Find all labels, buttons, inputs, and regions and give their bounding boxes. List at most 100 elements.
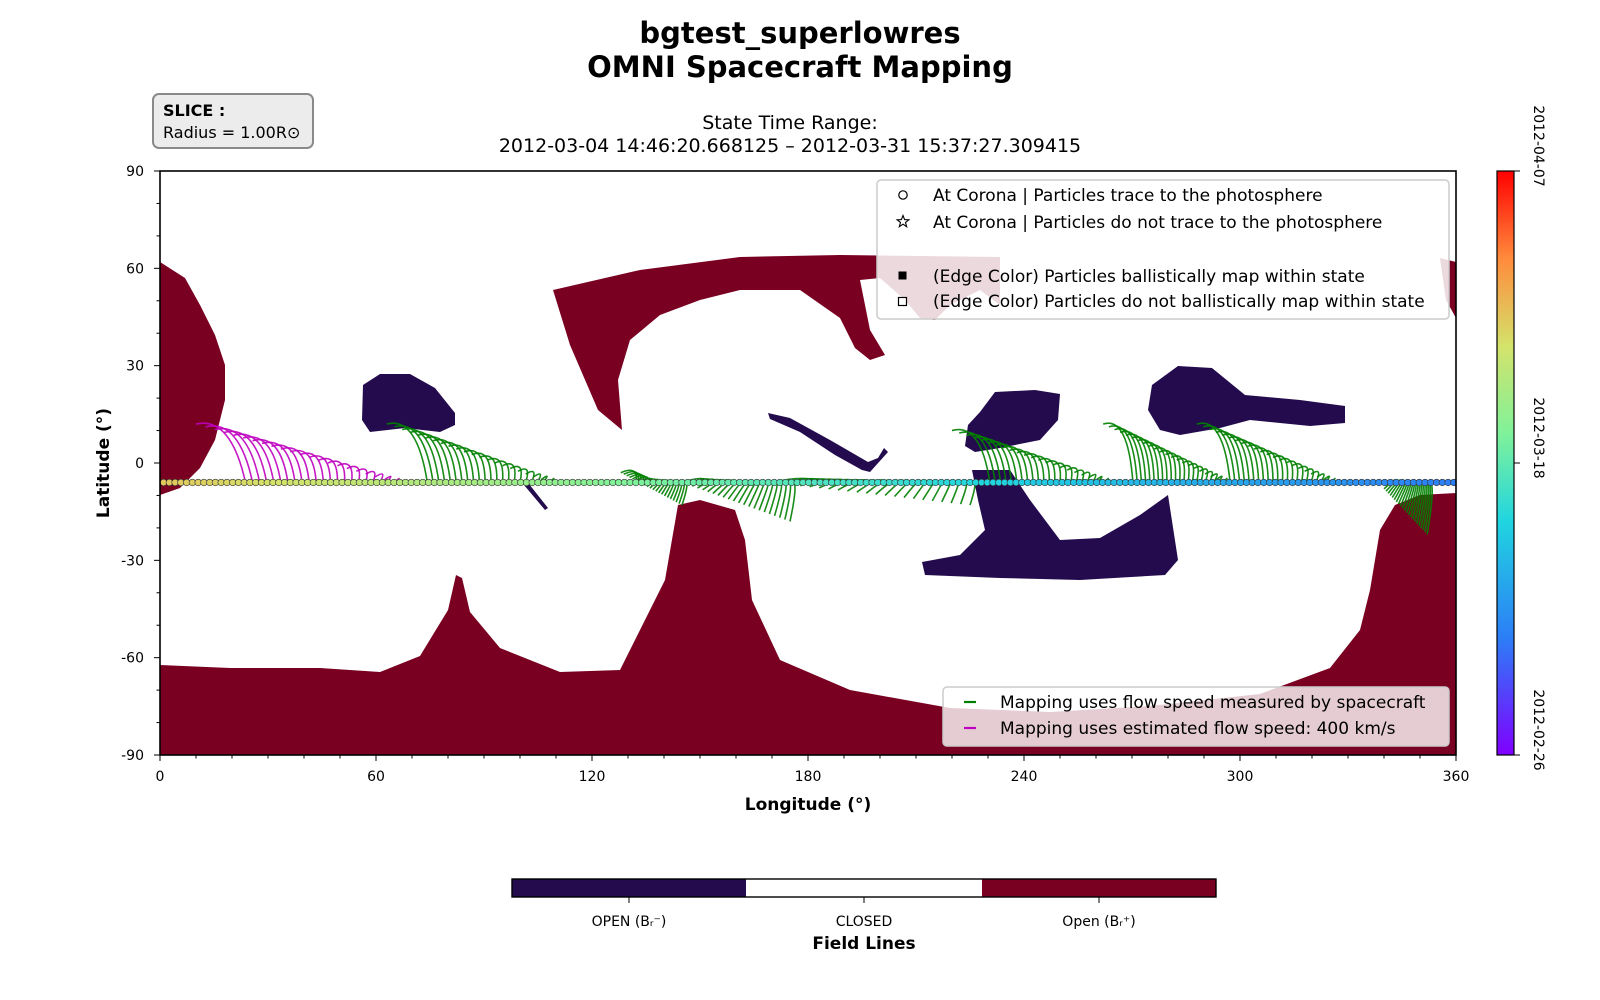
- trace-spacecraft: [1131, 436, 1155, 483]
- circle-marker-icon: [898, 190, 908, 200]
- trace-estimated: [233, 433, 275, 483]
- region-open-negative-streak: [768, 413, 888, 472]
- marker-legend-box: [876, 179, 1450, 320]
- field-line-map: [160, 255, 1456, 755]
- x-tick-label: 360: [1443, 769, 1470, 785]
- line-legend-box: [942, 686, 1450, 747]
- trace-estimated: [337, 463, 353, 483]
- trace-spacecraft: [1234, 438, 1260, 483]
- trace-spacecraft: [1142, 441, 1164, 483]
- region-open-negative-c: [1148, 366, 1345, 435]
- colorbar-open-negative: [512, 879, 746, 897]
- trace-spacecraft: [987, 441, 1018, 483]
- slice-info-box: SLICE : Radius = 1.00R⊙: [152, 93, 314, 149]
- x-tick-label: 240: [1011, 769, 1038, 785]
- trace-spacecraft: [1272, 455, 1289, 483]
- trace-spacecraft: [1102, 422, 1134, 483]
- trace-spacecraft: [409, 430, 446, 483]
- trace-spacecraft: [425, 436, 458, 483]
- x-tick-label: 180: [795, 769, 822, 785]
- trace-spacecraft: [973, 436, 1007, 483]
- trace-spacecraft: [1196, 422, 1231, 483]
- y-tick-label: -30: [121, 553, 144, 569]
- y-axis-ticks: 90 60 30 0 -30 -60 -90: [121, 164, 160, 764]
- trace-spacecraft: [1165, 452, 1181, 483]
- trace-spacecraft: [1209, 427, 1241, 483]
- marker-legend: At Corona | Particles trace to the photo…: [876, 179, 1450, 320]
- spacecraft-track: [160, 478, 1456, 487]
- slice-radius: Radius = 1.00R⊙: [163, 123, 301, 142]
- trace-spacecraft: [463, 449, 486, 483]
- trace-spacecraft: [1016, 450, 1040, 483]
- trace-estimated: [214, 427, 261, 483]
- region-open-negative-speck: [524, 484, 548, 510]
- x-tick-label: 120: [579, 769, 606, 785]
- trace-spacecraft: [402, 427, 440, 483]
- x-axis-label: Longitude (°): [745, 795, 872, 815]
- trace-estimated: [224, 430, 268, 483]
- trace-spacecraft: [386, 422, 429, 483]
- time-colorbar-gradient: [1496, 170, 1515, 756]
- trace-spacecraft: [1221, 433, 1250, 483]
- marker-legend-filled-square-label: (Edge Color) Particles ballistically map…: [933, 267, 1365, 287]
- mapping-traces: [195, 422, 1433, 535]
- trace-spacecraft: [1136, 438, 1160, 483]
- time-colorbar-label-middle: 2012-03-18: [1530, 397, 1546, 478]
- line-legend-spacecraft-label: Mapping uses flow speed measured by spac…: [1000, 693, 1426, 713]
- region-open-positive-north: [553, 255, 1000, 430]
- trace-spacecraft: [1108, 425, 1138, 483]
- y-tick-label: -60: [121, 651, 144, 667]
- trace-spacecraft: [432, 438, 463, 483]
- marker-legend-star-label: At Corona | Particles do not trace to th…: [933, 213, 1382, 233]
- trace-spacecraft: [1291, 463, 1304, 483]
- time-colorbar-label-top: 2012-04-07: [1530, 105, 1546, 186]
- trace-spacecraft: [1073, 469, 1085, 483]
- trace-spacecraft: [1114, 427, 1143, 483]
- trace-estimated: [365, 470, 376, 483]
- trace-estimated: [308, 455, 332, 483]
- y-axis-label: Latitude (°): [94, 408, 114, 518]
- chart-title-line2: OMNI Spacecraft Mapping: [587, 50, 1013, 84]
- trace-estimated: [290, 449, 318, 483]
- trace-spacecraft: [1240, 441, 1265, 483]
- trace-estimated: [261, 441, 296, 483]
- trace-spacecraft: [1187, 463, 1199, 483]
- trace-spacecraft: [1259, 449, 1279, 483]
- time-colorbar: 2012-04-07 2012-03-18 2012-02-26: [1496, 105, 1546, 771]
- trace-estimated: [242, 436, 282, 483]
- y-tick-label: 0: [135, 456, 144, 472]
- trace-spacecraft: [1170, 455, 1186, 483]
- colorbar-closed: [746, 879, 982, 897]
- line-legend-estimated-label: Mapping uses estimated flow speed: 400 k…: [1000, 719, 1396, 739]
- y-tick-label: 90: [126, 164, 144, 180]
- marker-legend-circle-label: At Corona | Particles trace to the photo…: [933, 186, 1323, 206]
- time-range-label: State Time Range:: [702, 112, 878, 134]
- trace-estimated: [280, 447, 310, 483]
- trace-spacecraft: [958, 431, 996, 483]
- chart-title-line1: bgtest_superlowres: [639, 16, 961, 50]
- colorbar-label-closed: CLOSED: [836, 914, 893, 930]
- region-open-negative-a: [362, 374, 455, 432]
- y-tick-label: 60: [126, 261, 144, 277]
- x-tick-label: 0: [156, 769, 165, 785]
- open-square-icon: [897, 296, 908, 307]
- trace-spacecraft: [980, 438, 1013, 483]
- trace-spacecraft: [417, 433, 452, 483]
- slice-heading: SLICE :: [163, 101, 226, 120]
- trace-spacecraft: [1066, 467, 1079, 483]
- trace-spacecraft: [1023, 453, 1045, 483]
- trace-spacecraft: [951, 428, 991, 483]
- y-tick-label: -90: [121, 748, 144, 764]
- trace-estimated: [299, 452, 325, 483]
- trace-spacecraft: [1030, 455, 1051, 483]
- trace-spacecraft: [1266, 452, 1284, 483]
- y-tick-label: 30: [126, 359, 144, 375]
- trace-spacecraft: [994, 443, 1023, 483]
- trace-spacecraft: [1228, 436, 1255, 483]
- trace-spacecraft: [502, 463, 516, 483]
- trace-spacecraft: [1059, 464, 1073, 483]
- region-open-positive-west: [160, 262, 225, 495]
- line-legend: Mapping uses flow speed measured by spac…: [942, 686, 1450, 747]
- x-tick-label: 300: [1227, 769, 1254, 785]
